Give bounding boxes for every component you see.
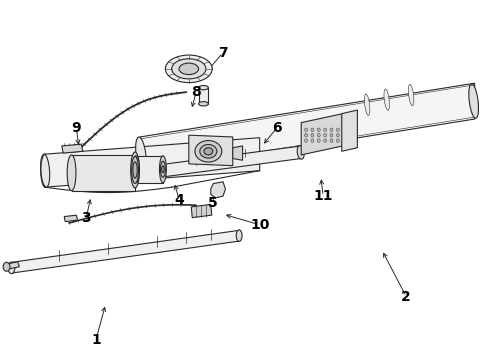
Ellipse shape [365,94,370,116]
Polygon shape [64,215,77,222]
Polygon shape [211,182,225,198]
Polygon shape [189,135,233,166]
Ellipse shape [195,140,222,162]
Polygon shape [45,138,260,187]
Ellipse shape [318,134,320,137]
Ellipse shape [172,59,206,79]
Text: 10: 10 [250,218,270,232]
Ellipse shape [330,134,333,137]
Ellipse shape [159,156,166,183]
Text: 4: 4 [174,193,184,207]
Ellipse shape [324,139,327,142]
Polygon shape [136,156,163,183]
Ellipse shape [336,139,339,142]
Text: 11: 11 [314,189,333,203]
Ellipse shape [236,230,242,241]
Ellipse shape [324,134,327,137]
Text: 3: 3 [81,211,91,225]
Ellipse shape [41,154,49,187]
Ellipse shape [318,128,320,132]
Ellipse shape [311,128,314,132]
Ellipse shape [305,128,308,132]
Ellipse shape [297,145,304,159]
Ellipse shape [330,128,333,132]
Ellipse shape [324,128,327,132]
Ellipse shape [198,86,208,90]
Text: 9: 9 [72,121,81,135]
Ellipse shape [198,102,208,106]
Text: 2: 2 [401,289,411,303]
Ellipse shape [162,166,164,172]
Ellipse shape [330,139,333,142]
Ellipse shape [137,167,145,181]
Polygon shape [72,155,135,191]
Polygon shape [62,144,83,153]
Polygon shape [140,83,475,173]
Ellipse shape [67,155,76,191]
Ellipse shape [305,139,308,142]
Ellipse shape [469,84,479,118]
Ellipse shape [160,161,165,177]
Ellipse shape [384,89,390,111]
Polygon shape [342,110,357,151]
Ellipse shape [318,139,320,142]
Polygon shape [198,87,208,104]
Ellipse shape [133,156,140,183]
Ellipse shape [132,157,139,183]
Polygon shape [140,146,301,180]
Ellipse shape [305,134,308,137]
Ellipse shape [200,144,217,158]
Ellipse shape [165,55,212,82]
Ellipse shape [131,152,140,188]
Ellipse shape [311,139,314,142]
Ellipse shape [8,262,15,274]
Polygon shape [301,114,343,155]
Text: 1: 1 [91,333,101,347]
Polygon shape [5,262,19,269]
Text: 6: 6 [272,121,282,135]
Ellipse shape [336,134,339,137]
Ellipse shape [336,128,339,132]
Polygon shape [10,230,240,273]
Ellipse shape [179,63,198,75]
Polygon shape [233,146,243,160]
Ellipse shape [133,162,137,178]
Polygon shape [191,204,212,218]
Ellipse shape [408,84,414,106]
Text: 8: 8 [191,85,201,99]
Ellipse shape [204,148,213,155]
Text: 5: 5 [208,196,218,210]
Ellipse shape [3,262,10,271]
Ellipse shape [136,137,146,172]
Text: 7: 7 [218,46,228,60]
Ellipse shape [311,134,314,137]
